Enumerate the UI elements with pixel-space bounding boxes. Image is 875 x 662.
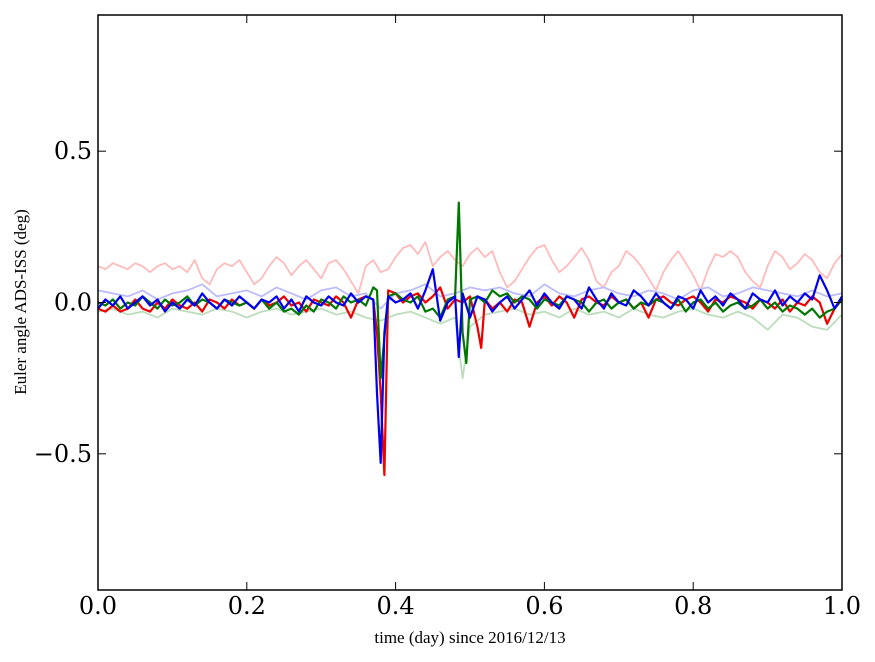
x-tick-label: 0.2 <box>228 592 266 620</box>
x-tick-label: 0.8 <box>674 592 712 620</box>
series-line-1 <box>97 283 843 310</box>
y-axis-label: Euler angle ADS-ISS (deg) <box>11 209 30 395</box>
x-tick-label: 0.0 <box>79 592 117 620</box>
ticks-layer: 0.0 0.2 0.4 0.6 0.8 1.0 −0.5 0.0 0.5 <box>34 15 861 620</box>
x-tick-label: 1.0 <box>823 592 861 620</box>
x-tick-label: 0.4 <box>377 592 415 620</box>
series-line-3 <box>97 286 843 477</box>
series-line-2 <box>97 307 843 380</box>
y-tick-label: 0.5 <box>54 137 92 165</box>
series-layer <box>97 201 843 477</box>
y-tick-label: 0.0 <box>54 289 92 317</box>
series-line-0 <box>97 241 843 295</box>
x-axis-label: time (day) since 2016/12/13 <box>374 628 565 647</box>
x-tick-label: 0.6 <box>525 592 563 620</box>
y-tick-label: −0.5 <box>34 440 92 468</box>
series-line-5 <box>97 268 843 464</box>
